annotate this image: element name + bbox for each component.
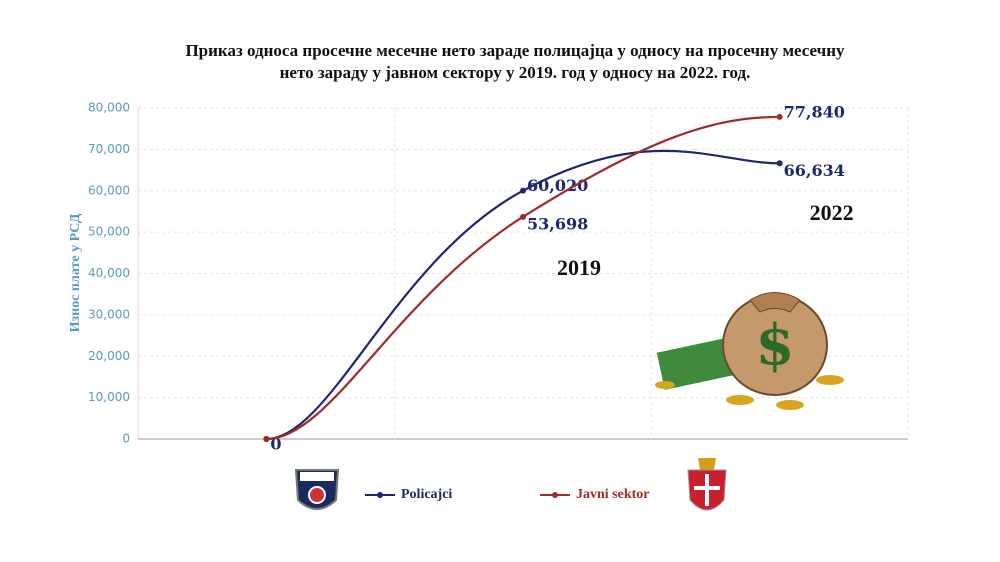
data-label: 53,698	[527, 214, 588, 233]
series-line	[266, 115, 780, 441]
legend-marker	[377, 492, 383, 498]
y-tick-label: 40,000	[88, 266, 130, 280]
legend-label: Policajci	[401, 487, 452, 502]
data-label: 77,840	[784, 102, 845, 121]
y-tick-label: 20,000	[88, 349, 130, 363]
data-label: 0	[270, 435, 281, 454]
coat-of-arms	[687, 458, 727, 511]
y-tick-label: 50,000	[88, 225, 130, 239]
category-label: 2019	[557, 255, 601, 280]
legend-marker	[552, 492, 558, 498]
point	[263, 436, 270, 442]
point	[776, 160, 783, 167]
y-tick-label: 60,000	[88, 183, 130, 197]
chart-title: Приказ односа просечне месечне нето зара…	[185, 41, 845, 82]
money-illustration: $	[655, 292, 844, 410]
data-label: 60,020	[527, 176, 588, 195]
point	[776, 113, 783, 120]
y-tick-label: 70,000	[88, 142, 130, 156]
y-tick-label: 80,000	[88, 101, 130, 115]
series-line	[266, 149, 780, 441]
police-emblem	[294, 469, 340, 510]
point	[520, 187, 526, 194]
svg-text:$: $	[756, 313, 795, 379]
legend-label: Javni sektor	[576, 487, 650, 502]
y-tick-label: 0	[122, 432, 130, 446]
y-axis-label: Износ плате у РСД	[68, 213, 83, 332]
y-tick-label: 30,000	[88, 307, 130, 321]
category-label: 2022	[810, 200, 854, 225]
point	[520, 213, 526, 220]
y-tick-label: 10,000	[88, 390, 130, 404]
data-label: 66,634	[784, 161, 845, 180]
